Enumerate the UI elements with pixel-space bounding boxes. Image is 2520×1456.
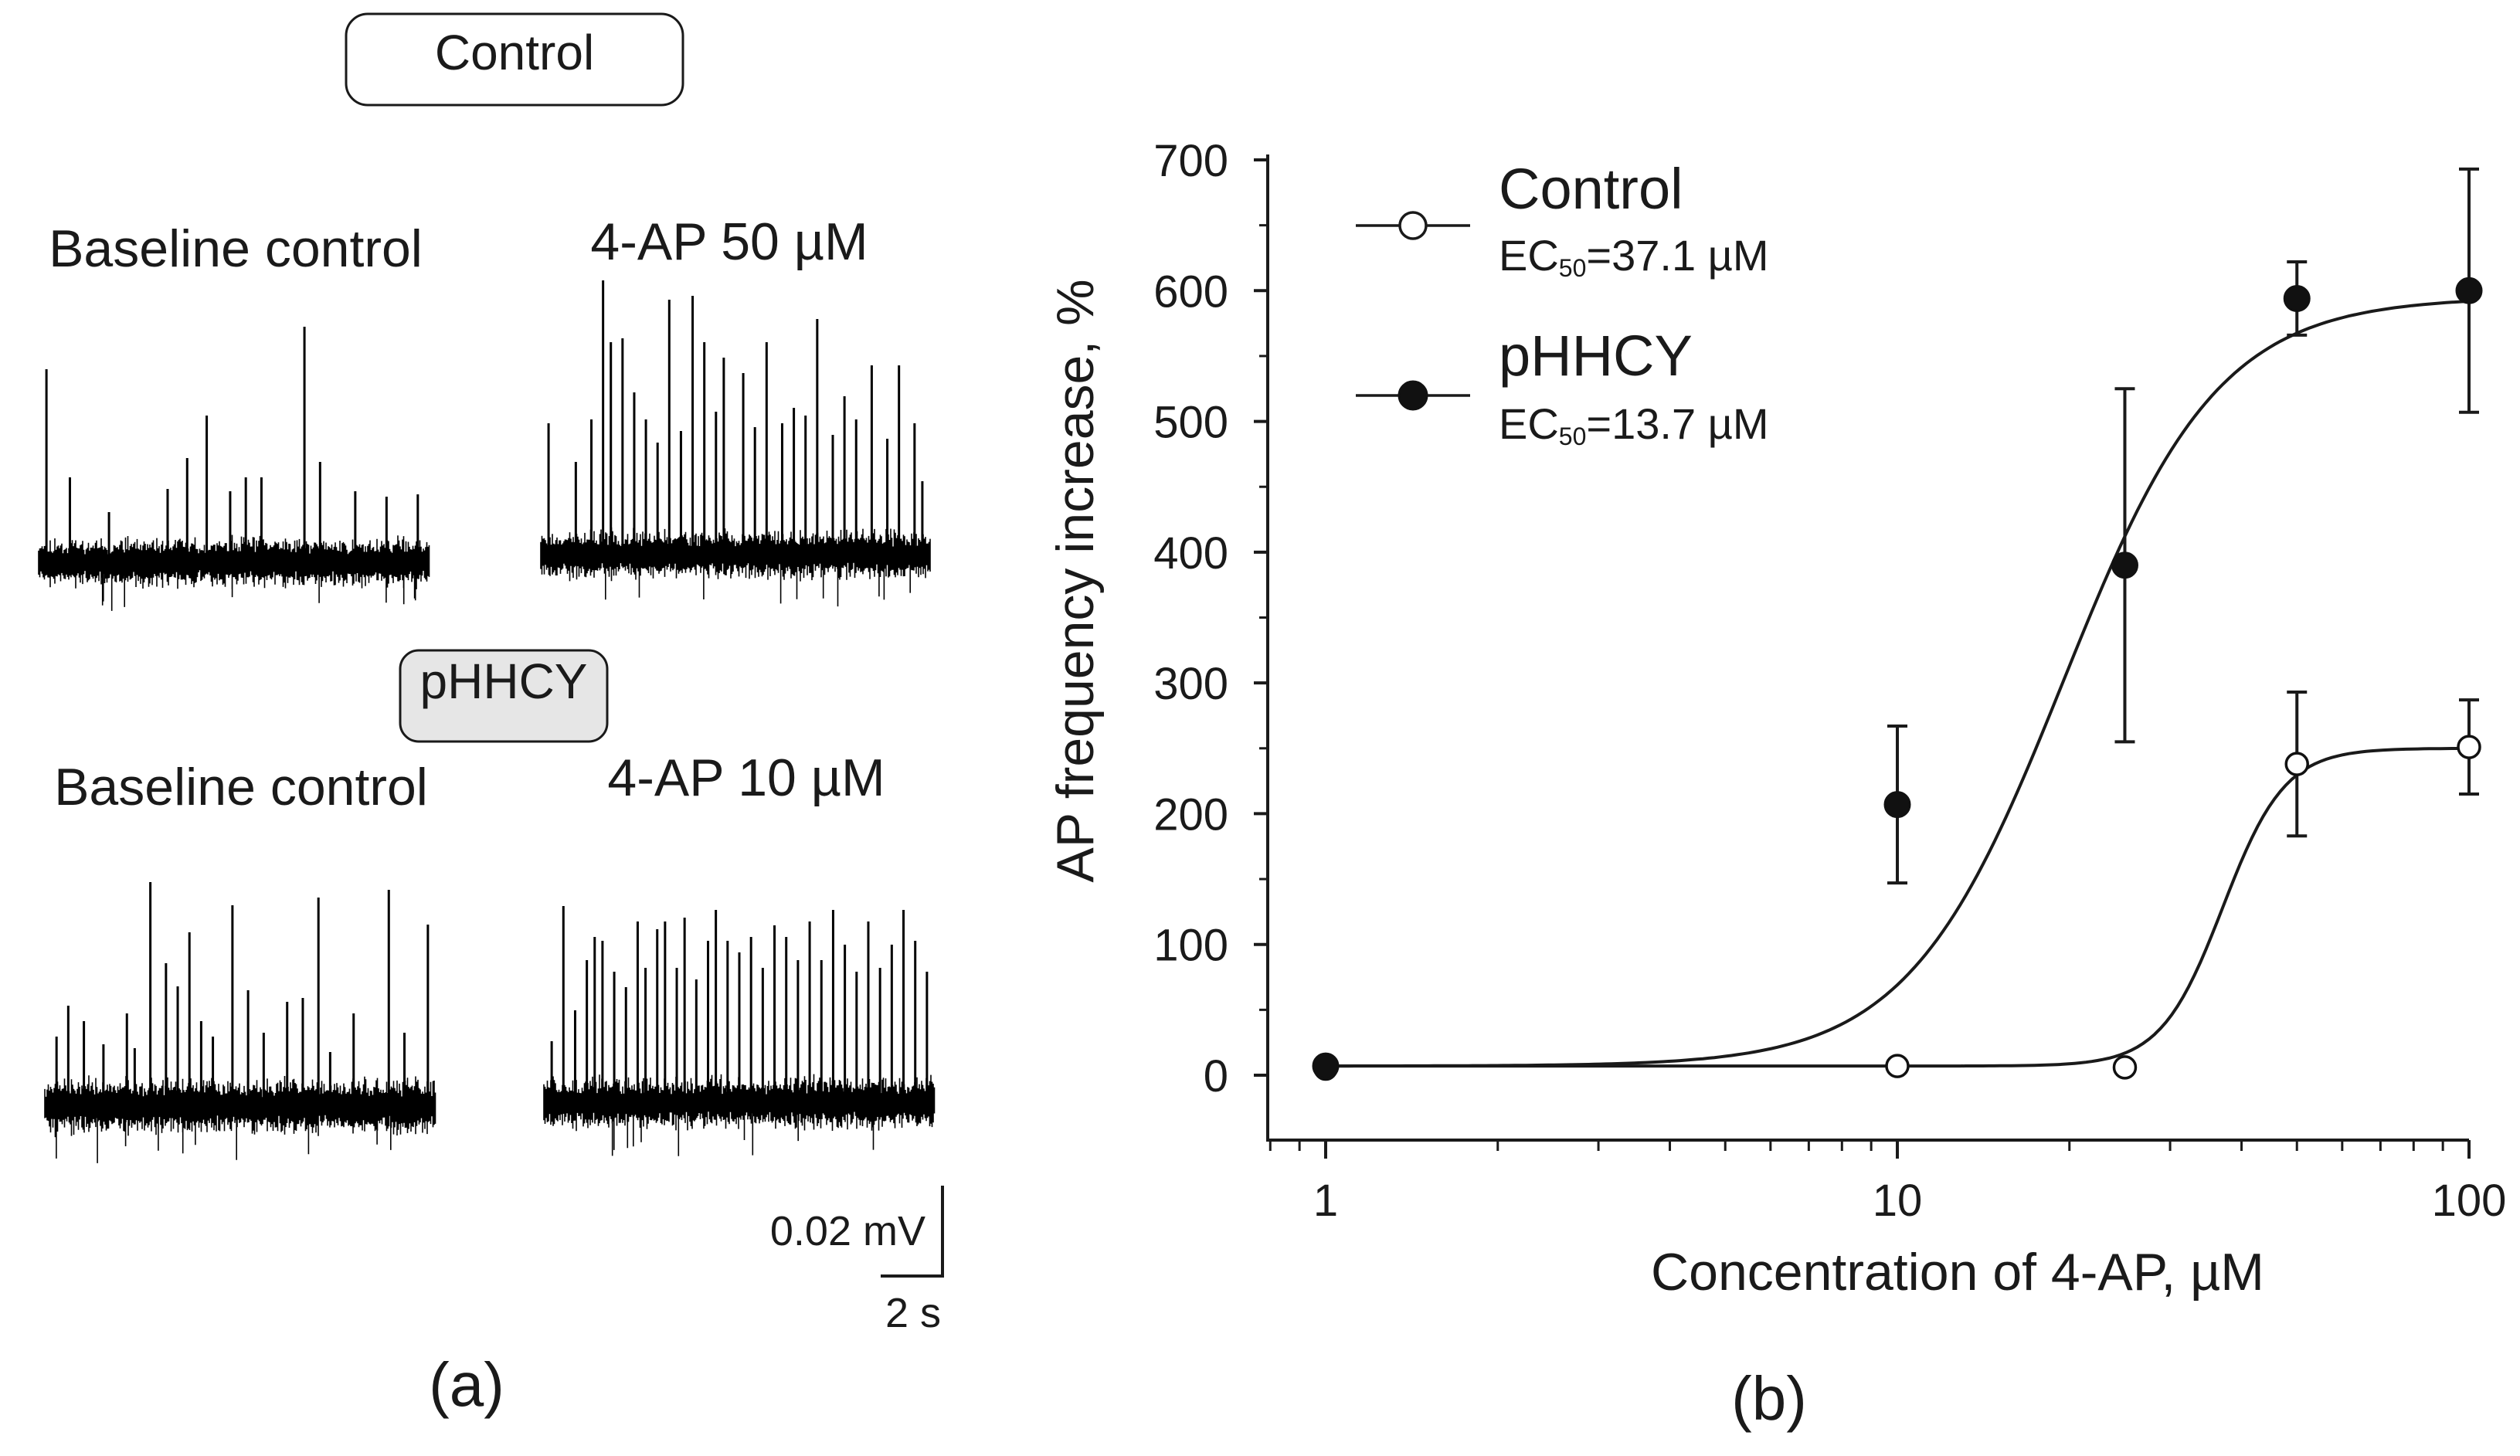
data-point-control [2284, 752, 2309, 776]
data-point-phhcy [2455, 277, 2483, 304]
phhcy-box-label: pHHCY [420, 653, 588, 709]
fit-curves [1326, 300, 2470, 1068]
trace-noise [540, 527, 931, 607]
y-ticks: 0 100 200 300 400 500 600 700 [1153, 136, 1268, 1101]
x-tick-label: 100 [2432, 1176, 2507, 1226]
panel-b-label: (b) [1731, 1364, 1807, 1433]
trace-control-baseline [38, 327, 430, 611]
trace-control-drug [540, 280, 931, 607]
y-tick-label: 600 [1153, 266, 1228, 317]
y-tick-label: 200 [1153, 789, 1228, 840]
error-bars [1887, 167, 2479, 885]
control-drug-label: 4-AP 50 µM [590, 212, 868, 271]
trace-noise [543, 1074, 936, 1156]
phhcy-drug-label: 4-AP 10 µM [607, 748, 885, 807]
legend-phhcy-ec50: EC50=13.7 µM [1499, 399, 1769, 450]
scale-bar: 0.02 mV 2 s [770, 1186, 944, 1336]
legend-control-label: Control [1499, 157, 1683, 221]
x-axis-label: Concentration of 4-AP, µM [1651, 1243, 2264, 1302]
fit-curve-phhcy [1326, 300, 2470, 1068]
legend: Control EC50=37.1 µM pHHCY EC50=13.7 µM [1356, 157, 1769, 450]
phhcy-baseline-label: Baseline control [54, 758, 428, 816]
legend-phhcy-marker [1398, 380, 1428, 411]
legend-phhcy-label: pHHCY [1499, 324, 1693, 388]
control-box [345, 12, 684, 107]
phhcy-box [399, 649, 609, 743]
data-points [1312, 277, 2483, 1081]
data-point-phhcy [1883, 791, 1911, 819]
control-box-label: Control [435, 25, 594, 80]
trace-noise [44, 1075, 436, 1163]
scale-bar-time-label: 2 s [885, 1290, 941, 1336]
legend-control-ec50: EC50=37.1 µM [1499, 231, 1769, 282]
data-point-control [1885, 1054, 1910, 1078]
data-point-phhcy [2283, 284, 2311, 312]
data-point-control [2112, 1055, 2138, 1080]
panel-b: 0 100 200 300 400 500 600 700 1 10 100 AP frequen… [1046, 136, 2506, 1433]
y-axis-label: AP frequency increase, % [1046, 279, 1105, 882]
x-ticks: 1 10 100 [1268, 1140, 2507, 1226]
x-tick-label: 10 [1873, 1176, 1923, 1226]
control-baseline-label: Baseline control [49, 219, 423, 278]
trace-phhcy-drug [543, 906, 936, 1156]
x-tick-label: 1 [1313, 1176, 1338, 1226]
panel-a-label: (a) [429, 1350, 504, 1419]
y-tick-label: 300 [1153, 659, 1228, 709]
trace-phhcy-baseline [44, 882, 436, 1163]
data-point-phhcy [2111, 552, 2138, 579]
panel-a: Control Baseline control 4-AP 50 µM pHHC… [38, 12, 944, 1419]
y-tick-label: 100 [1153, 921, 1228, 971]
data-point-phhcy [1312, 1052, 1340, 1080]
y-tick-label: 700 [1153, 136, 1228, 186]
y-tick-label: 0 [1204, 1051, 1228, 1101]
y-tick-label: 400 [1153, 528, 1228, 579]
scale-bar-voltage-label: 0.02 mV [770, 1208, 925, 1254]
data-point-control [2457, 735, 2481, 759]
trace-noise [38, 535, 430, 611]
y-tick-label: 500 [1153, 398, 1228, 448]
legend-control-marker [1398, 211, 1428, 240]
